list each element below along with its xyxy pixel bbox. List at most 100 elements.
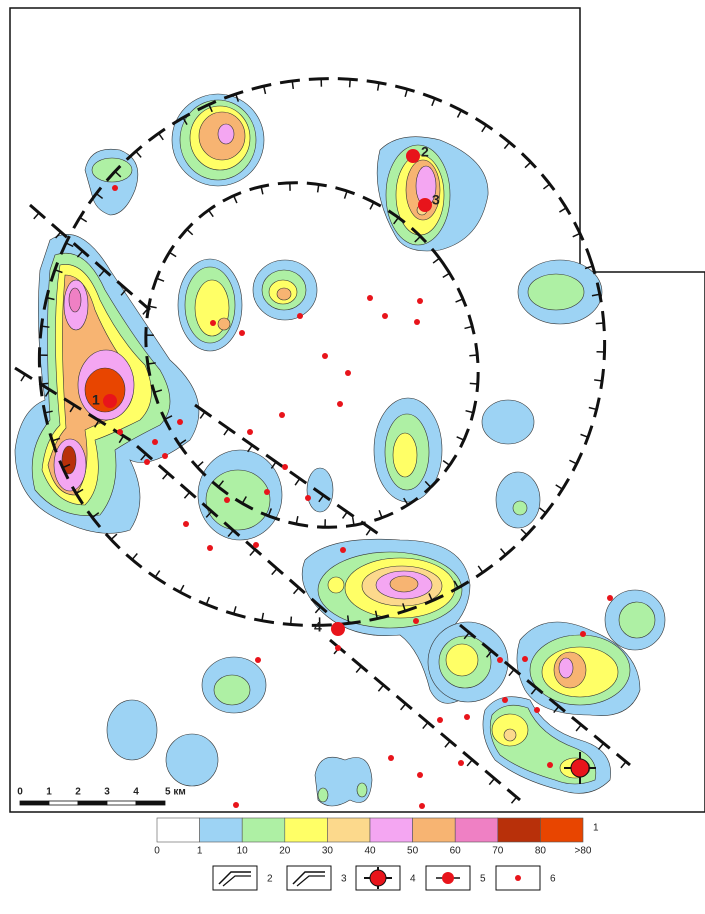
fault-tick xyxy=(393,217,400,225)
well-dot xyxy=(502,697,508,703)
fault-tick xyxy=(164,415,173,420)
fault-tick xyxy=(217,480,225,488)
well-dot xyxy=(335,645,341,651)
colorbar-cell xyxy=(156,817,200,843)
fault-tick xyxy=(348,79,351,88)
contour xyxy=(327,576,345,594)
fault xyxy=(459,623,631,767)
fault-tick xyxy=(569,459,577,465)
fault-tick xyxy=(208,104,213,113)
fault-tick xyxy=(414,235,421,243)
colorbar-label: 40 xyxy=(364,846,376,857)
fault-tick xyxy=(464,325,473,330)
fault-tick xyxy=(378,509,383,518)
fault-tick xyxy=(44,389,51,397)
contour xyxy=(317,787,329,803)
fault-tick xyxy=(580,433,589,438)
fault-tick xyxy=(424,480,432,488)
fault-tick xyxy=(365,528,372,536)
fault-tick xyxy=(168,251,177,258)
well-dot xyxy=(183,521,189,527)
fault-tick xyxy=(235,93,240,102)
well-dot xyxy=(177,419,183,425)
fault-tick xyxy=(289,616,293,625)
colorbar-label: 20 xyxy=(279,846,291,857)
legend-box xyxy=(212,865,258,891)
fault-tick xyxy=(75,488,84,495)
fault-tick xyxy=(196,461,204,468)
colorbar-cell xyxy=(199,817,243,843)
fault xyxy=(144,181,480,529)
legend-number: 3 xyxy=(341,874,347,885)
well-dot xyxy=(417,772,423,778)
fault-tick xyxy=(374,610,378,619)
contour xyxy=(356,782,368,798)
contour xyxy=(495,471,541,529)
well xyxy=(418,198,432,212)
fault-tick xyxy=(76,250,84,258)
well-dot xyxy=(297,313,303,319)
colorbar-cell xyxy=(540,817,584,843)
fault-tick xyxy=(455,298,464,303)
well-dot xyxy=(337,401,343,407)
fault-tick xyxy=(355,665,362,674)
producing-well xyxy=(564,752,596,784)
fault-tick xyxy=(158,132,164,141)
well-dot xyxy=(112,185,118,191)
fault-tick xyxy=(262,85,267,95)
fault-tick xyxy=(572,232,581,238)
well-dot xyxy=(233,802,239,808)
fault-tick xyxy=(399,703,407,711)
scale-label: 1 xyxy=(46,787,52,798)
fault-tick xyxy=(55,231,62,239)
fault-tick xyxy=(575,724,582,732)
fault-tick xyxy=(162,472,169,480)
well-dot xyxy=(282,464,288,470)
scale-segment xyxy=(77,800,108,806)
fault-tick xyxy=(294,478,301,486)
contour xyxy=(503,728,517,742)
fault-tick xyxy=(316,184,320,193)
map-frame xyxy=(9,7,705,813)
fault-tick xyxy=(620,761,627,769)
well-dot xyxy=(437,717,443,723)
contour xyxy=(392,432,418,478)
scale-segment xyxy=(19,800,50,806)
fault-tick xyxy=(343,190,348,199)
scale-segment xyxy=(48,800,79,806)
well-dot xyxy=(210,320,216,326)
fault-tick xyxy=(247,444,253,453)
contour xyxy=(276,287,292,301)
contour xyxy=(618,601,656,639)
fault-tick xyxy=(341,511,348,519)
contour xyxy=(165,733,219,787)
fault-tick xyxy=(584,265,593,270)
well-dot xyxy=(417,298,423,304)
fault-tick xyxy=(260,186,264,195)
fault-tick xyxy=(44,410,53,414)
colorbar-cell xyxy=(369,817,413,843)
fault-tick xyxy=(205,510,213,518)
colorbar-label: 0 xyxy=(154,846,160,857)
contour xyxy=(445,643,479,677)
fault-tick xyxy=(442,272,451,279)
well-dot xyxy=(224,497,230,503)
fault-tick xyxy=(118,435,125,444)
well-dot xyxy=(522,656,528,662)
fault-tick xyxy=(314,606,322,614)
fault-tick xyxy=(597,742,605,750)
fault-tick xyxy=(481,124,487,133)
fault-tick xyxy=(148,305,157,309)
legend-symbol xyxy=(442,872,454,884)
fault-tick xyxy=(20,373,26,382)
fault-tick xyxy=(591,293,600,297)
legend-symbol xyxy=(296,875,325,887)
fault-tick xyxy=(456,436,465,441)
fault-tick xyxy=(183,491,191,499)
fault-tick xyxy=(135,150,142,158)
colorbar-cell xyxy=(454,817,499,843)
scale-label: 5 км xyxy=(165,787,186,798)
well-dot xyxy=(305,495,311,501)
colorbar-label: 50 xyxy=(407,846,419,857)
colorbar-cell xyxy=(284,817,328,843)
